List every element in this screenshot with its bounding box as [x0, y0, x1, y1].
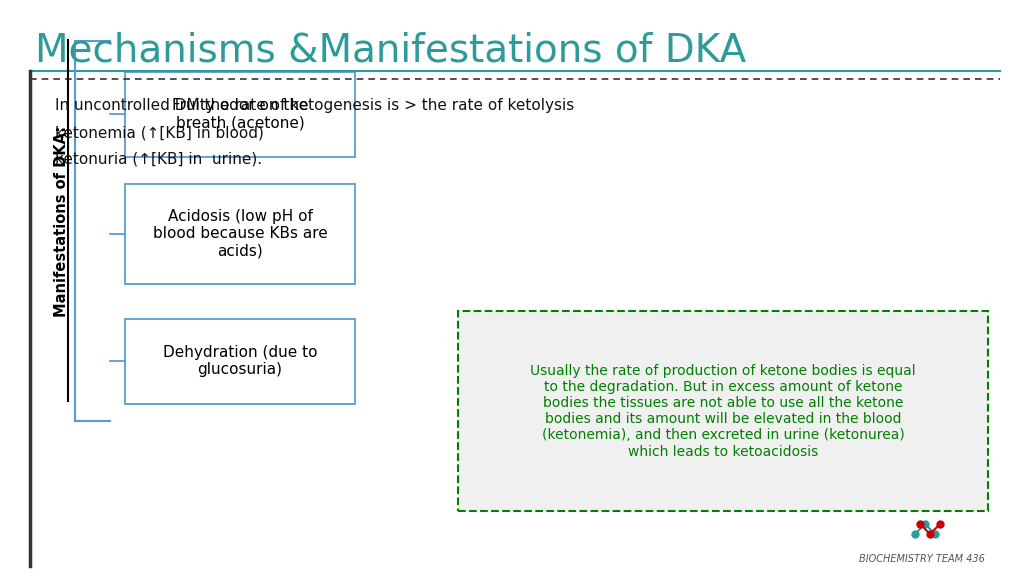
Text: ketonemia (↑[KB] in blood): ketonemia (↑[KB] in blood) — [55, 125, 264, 140]
Text: Mechanisms &Manifestations of DKA: Mechanisms &Manifestations of DKA — [35, 31, 746, 69]
FancyBboxPatch shape — [458, 311, 988, 511]
FancyBboxPatch shape — [125, 319, 355, 404]
Text: Acidosis (low pH of
blood because KBs are
acids): Acidosis (low pH of blood because KBs ar… — [153, 209, 328, 259]
Text: Dehydration (due to
glucosuria): Dehydration (due to glucosuria) — [163, 345, 317, 377]
Text: Usually the rate of production of ketone bodies is equal
to the degradation. But: Usually the rate of production of ketone… — [530, 363, 915, 458]
Text: In uncontrolled DM the rate of ketogenesis is > the rate of ketolysis: In uncontrolled DM the rate of ketogenes… — [55, 98, 574, 113]
Text: BIOCHEMISTRY TEAM 436: BIOCHEMISTRY TEAM 436 — [859, 554, 985, 564]
Text: ketonuria (↑[KB] in  urine).: ketonuria (↑[KB] in urine). — [55, 152, 262, 167]
FancyBboxPatch shape — [125, 184, 355, 284]
Text: Fruity odor on the
breath (acetone): Fruity odor on the breath (acetone) — [172, 98, 308, 130]
Text: Manifestations of DKA:: Manifestations of DKA: — [54, 126, 70, 317]
FancyBboxPatch shape — [125, 71, 355, 157]
